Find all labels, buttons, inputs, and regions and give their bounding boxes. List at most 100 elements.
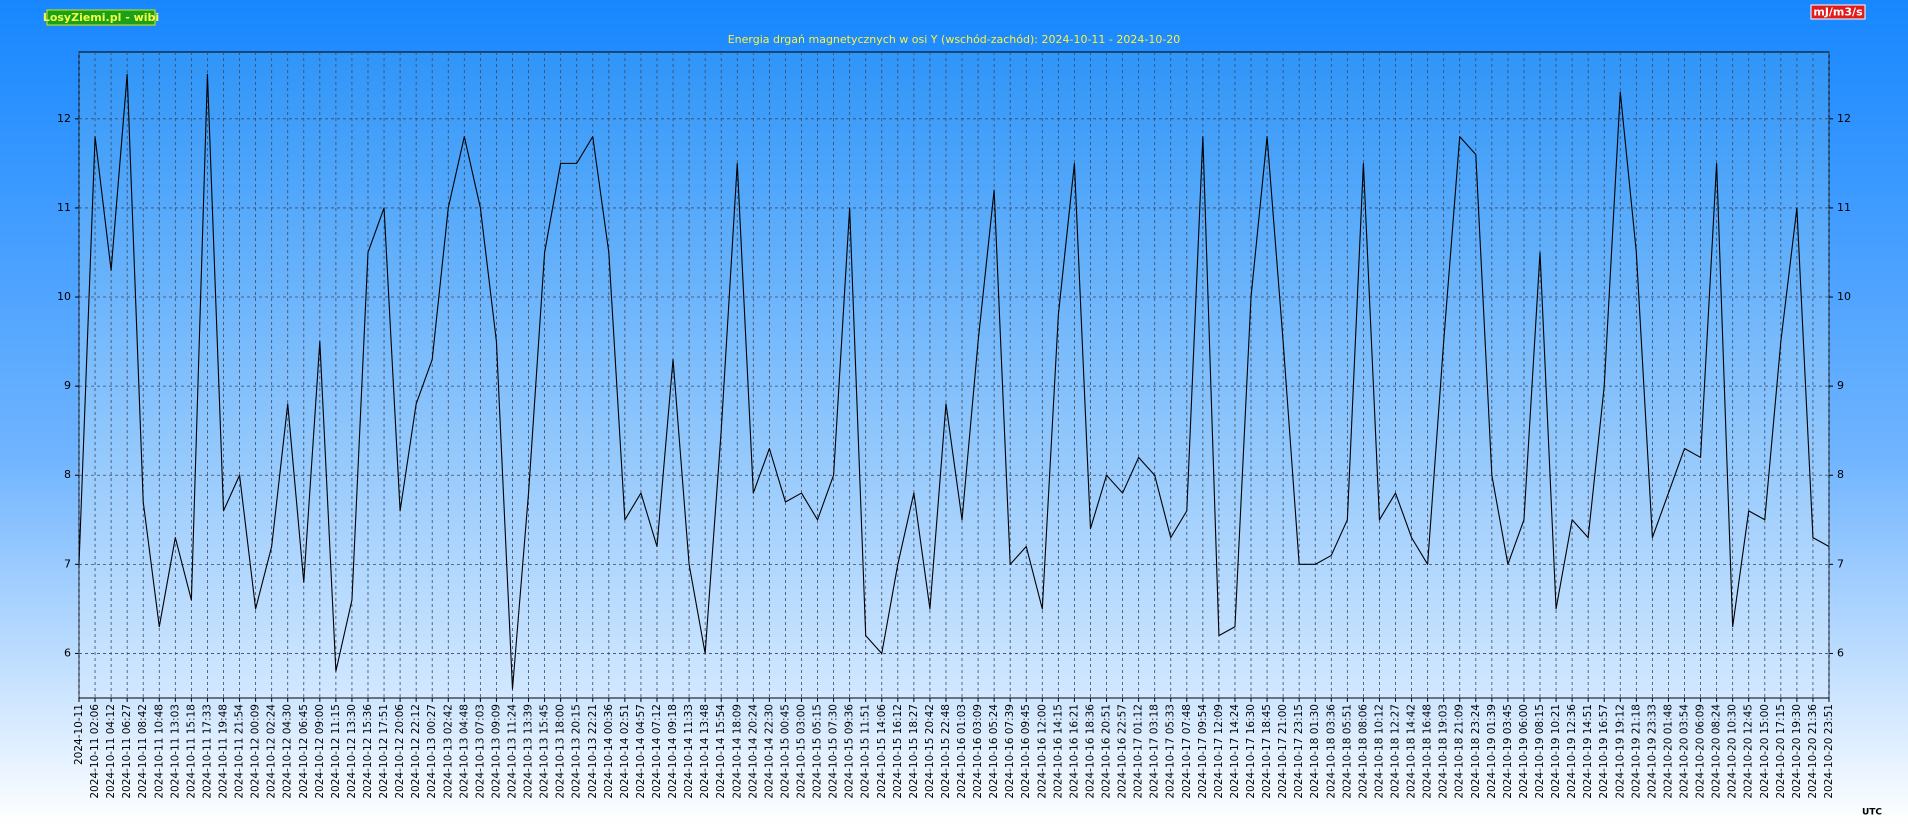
x-tick-label: 2024-10-17 14:24 <box>1229 704 1241 799</box>
x-tick-label: 2024-10-19 12:36 <box>1566 704 1578 799</box>
x-tick-label: 2024-10-19 16:57 <box>1598 704 1610 799</box>
x-tick-label: 2024-10-14 11:33 <box>683 704 695 799</box>
y-tick-label: 8 <box>64 468 71 481</box>
x-tick-label: 2024-10-17 05:33 <box>1165 704 1177 799</box>
x-tick-label: 2024-10-15 05:15 <box>812 704 824 799</box>
x-tick-label: 2024-10-20 06:09 <box>1695 704 1707 799</box>
x-tick-label: 2024-10-20 19:30 <box>1791 704 1803 799</box>
y-tick-label: 6 <box>64 646 71 659</box>
x-tick-label: 2024-10-17 01:12 <box>1133 704 1145 799</box>
x-tick-label: 2024-10-12 09:00 <box>314 704 326 799</box>
x-tick-label: 2024-10-13 20:15 <box>571 704 583 799</box>
x-tick-label: 2024-10-14 13:48 <box>699 704 711 799</box>
x-tick-label: 2024-10-20 01:48 <box>1662 704 1674 799</box>
x-tick-label: 2024-10-17 23:15 <box>1293 704 1305 799</box>
x-tick-label: 2024-10-16 14:15 <box>1052 704 1064 799</box>
x-tick-label: 2024-10-11 21:54 <box>234 704 246 799</box>
x-tick-label: 2024-10-18 23:24 <box>1470 704 1482 799</box>
x-tick-label: 2024-10-17 18:45 <box>1261 704 1273 799</box>
x-tick-label: 2024-10-15 03:00 <box>795 704 807 799</box>
x-tick-label: 2024-10-12 20:06 <box>394 704 406 799</box>
x-tick-label: 2024-10-15 16:12 <box>892 704 904 799</box>
x-tick-label: 2024-10-20 03:54 <box>1679 704 1691 799</box>
x-tick-label: 2024-10-13 04:48 <box>458 704 470 799</box>
x-tick-label: 2024-10-14 00:36 <box>603 704 615 799</box>
x-tick-label: 2024-10-11 17:33 <box>201 704 213 799</box>
x-tick-label: 2024-10-13 22:21 <box>587 704 599 799</box>
x-tick-label: 2024-10-11 <box>73 704 85 765</box>
x-tick-label: 2024-10-16 22:57 <box>1117 704 1129 799</box>
x-tick-label: 2024-10-20 08:24 <box>1711 704 1723 799</box>
x-tick-label: 2024-10-11 08:42 <box>137 704 149 799</box>
x-tick-label: 2024-10-16 12:00 <box>1036 704 1048 799</box>
x-tick-label: 2024-10-18 01:30 <box>1309 704 1321 799</box>
x-tick-label: 2024-10-16 07:39 <box>1004 704 1016 799</box>
x-tick-label: 2024-10-19 23:33 <box>1646 704 1658 799</box>
x-tick-label: 2024-10-17 21:00 <box>1277 704 1289 799</box>
x-tick-label: 2024-10-15 14:06 <box>876 704 888 799</box>
x-tick-label: 2024-10-18 16:48 <box>1422 704 1434 799</box>
x-tick-label: 2024-10-13 11:24 <box>506 704 518 799</box>
x-tick-label: 2024-10-14 20:24 <box>747 704 759 799</box>
x-tick-label: 2024-10-12 13:30 <box>346 704 358 799</box>
x-tick-label: 2024-10-11 02:06 <box>89 704 101 799</box>
x-tick-label: 2024-10-11 19:48 <box>217 704 229 799</box>
y-tick-label-right: 7 <box>1837 557 1844 570</box>
x-tick-label: 2024-10-15 20:42 <box>924 704 936 799</box>
x-tick-label: 2024-10-14 02:51 <box>619 704 631 799</box>
x-tick-label: 2024-10-13 13:39 <box>523 704 535 799</box>
x-tick-label: 2024-10-15 11:51 <box>860 704 872 799</box>
x-tick-label: 2024-10-19 21:18 <box>1630 704 1642 799</box>
x-tick-label: 2024-10-19 08:15 <box>1534 704 1546 799</box>
x-tick-label: 2024-10-14 18:09 <box>731 704 743 799</box>
x-tick-label: 2024-10-20 15:00 <box>1759 704 1771 799</box>
x-tick-label: 2024-10-20 23:51 <box>1823 704 1835 799</box>
x-tick-label: 2024-10-14 07:12 <box>651 704 663 799</box>
y-tick-label: 10 <box>57 290 71 303</box>
x-tick-label: 2024-10-20 21:36 <box>1807 704 1819 799</box>
x-tick-label: 2024-10-15 00:45 <box>779 704 791 799</box>
chart-title: Energia drgań magnetycznych w osi Y (wsc… <box>728 33 1181 46</box>
x-tick-label: 2024-10-17 09:54 <box>1197 704 1209 799</box>
x-tick-label: 2024-10-18 08:06 <box>1357 704 1369 799</box>
x-tick-label: 2024-10-16 03:09 <box>972 704 984 799</box>
x-tick-label: 2024-10-15 22:48 <box>940 704 952 799</box>
x-tick-label: 2024-10-19 19:12 <box>1614 704 1626 799</box>
timezone: UTC <box>1862 808 1882 818</box>
data-line <box>78 73 1830 690</box>
x-tick-label: 2024-10-13 02:42 <box>442 704 454 799</box>
y-tick-label-right: 9 <box>1837 379 1844 392</box>
x-tick-label: 2024-10-20 17:15 <box>1775 704 1787 799</box>
x-tick-label: 2024-10-18 05:51 <box>1341 704 1353 799</box>
x-tick-label: 2024-10-18 12:27 <box>1390 704 1402 799</box>
unit: mJ/m3/s <box>1813 6 1863 19</box>
y-tick-label-right: 11 <box>1837 201 1851 214</box>
x-tick-label: 2024-10-15 07:30 <box>828 704 840 799</box>
x-tick-label: 2024-10-18 03:36 <box>1325 704 1337 799</box>
x-tick-label: 2024-10-11 13:03 <box>169 704 181 799</box>
x-tick-label: 2024-10-12 04:30 <box>282 704 294 799</box>
x-tick-label: 2024-10-19 10:21 <box>1550 704 1562 799</box>
x-tick-label: 2024-10-13 15:45 <box>539 704 551 799</box>
unit-badge <box>1810 4 1866 20</box>
x-tick-label: 2024-10-13 09:09 <box>490 704 502 799</box>
x-tick-label: 2024-10-16 16:21 <box>1068 704 1080 799</box>
x-tick-label: 2024-10-16 05:24 <box>988 704 1000 799</box>
y-tick-label: 7 <box>64 557 71 570</box>
x-tick-label: 2024-10-11 10:48 <box>153 704 165 799</box>
x-tick-label: 2024-10-14 04:57 <box>635 704 647 799</box>
x-tick-label: 2024-10-11 15:18 <box>185 704 197 799</box>
plot-area <box>78 51 1830 699</box>
x-tick-label: 2024-10-15 09:36 <box>844 704 856 799</box>
x-tick-label: 2024-10-14 22:30 <box>763 704 775 799</box>
x-tick-label: 2024-10-12 15:36 <box>362 704 374 799</box>
x-tick-label: 2024-10-18 10:12 <box>1373 704 1385 799</box>
source: LosyZiemi.pl - wibi <box>43 11 159 24</box>
source-badge <box>46 9 156 26</box>
x-tick-label: 2024-10-12 02:24 <box>266 704 278 799</box>
x-tick-label: 2024-10-15 18:27 <box>908 704 920 799</box>
x-tick-label: 2024-10-18 14:42 <box>1406 704 1418 799</box>
x-tick-label: 2024-10-14 09:18 <box>667 704 679 799</box>
x-tick-label: 2024-10-12 22:12 <box>410 704 422 799</box>
y-tick-label: 11 <box>57 201 71 214</box>
